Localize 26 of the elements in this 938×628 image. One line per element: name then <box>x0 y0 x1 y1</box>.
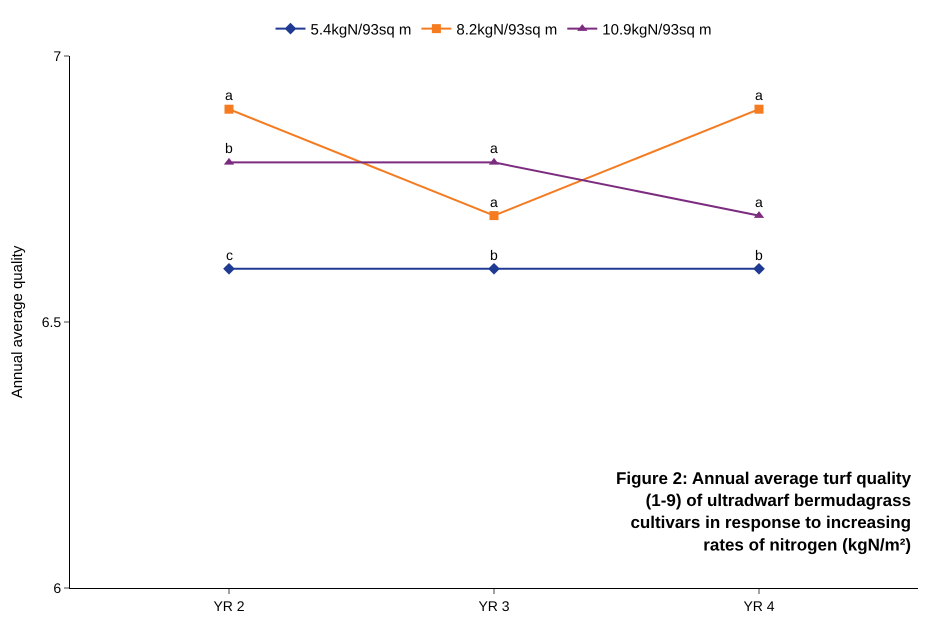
annotation: a <box>490 194 498 210</box>
point <box>490 211 498 220</box>
point <box>224 104 234 114</box>
x-tick-label: YR 2 <box>213 598 245 614</box>
annotation: b <box>490 247 498 263</box>
legend-label: 5.4kgN/93sq m <box>310 21 412 38</box>
y-tick-label: 6.5 <box>42 314 62 330</box>
point <box>488 262 500 275</box>
y-tick-label: 6 <box>53 580 62 596</box>
x-tick-label: YR 4 <box>743 598 775 614</box>
annotation: a <box>225 87 233 103</box>
annotation: a <box>490 140 498 156</box>
legend-label: 8.2kgN/93sq m <box>456 21 558 38</box>
annotation: a <box>755 194 763 210</box>
y-tick-label: 7 <box>53 48 62 64</box>
point <box>753 262 765 275</box>
annotation: b <box>225 140 233 156</box>
legend-label: 10.9kgN/93sq m <box>602 21 712 38</box>
x-tick-label: YR 3 <box>478 598 510 614</box>
annotation: a <box>755 87 763 103</box>
y-axis-title: Annual average quality <box>8 245 26 398</box>
point <box>223 262 235 275</box>
annotation: b <box>755 247 763 263</box>
annotation: Figure 2: Annual average turf quality (1-9) of ultradwarf bermudagrass cultivars in response to increasing rates of nitrogen (kgN/m²) <box>616 469 912 554</box>
annotation: c <box>226 247 233 263</box>
point <box>754 104 764 114</box>
